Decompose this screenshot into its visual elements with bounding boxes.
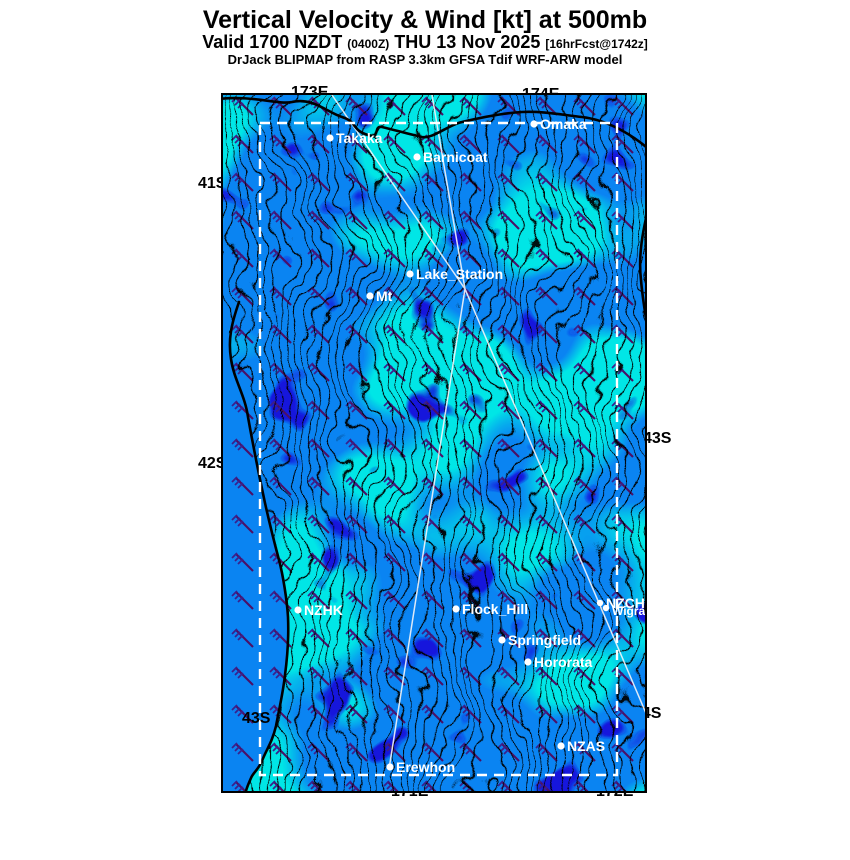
svg-text:Erewhon: Erewhon [396, 759, 455, 775]
svg-text:Barnicoat: Barnicoat [423, 149, 488, 165]
svg-text:Lake_Station: Lake_Station [416, 266, 503, 282]
svg-text:43S: 43S [242, 710, 271, 727]
svg-text:Springfield: Springfield [508, 632, 581, 648]
svg-text:NZHK: NZHK [304, 602, 343, 618]
svg-text:Hororata: Hororata [534, 654, 593, 670]
svg-text:Mt: Mt [376, 288, 393, 304]
svg-text:Flock_Hill: Flock_Hill [462, 601, 528, 617]
svg-text:Takaka: Takaka [336, 130, 383, 146]
svg-text:Omaka: Omaka [540, 116, 587, 132]
svg-text:Wigram: Wigram [612, 604, 647, 618]
svg-text:NZAS: NZAS [567, 738, 605, 754]
